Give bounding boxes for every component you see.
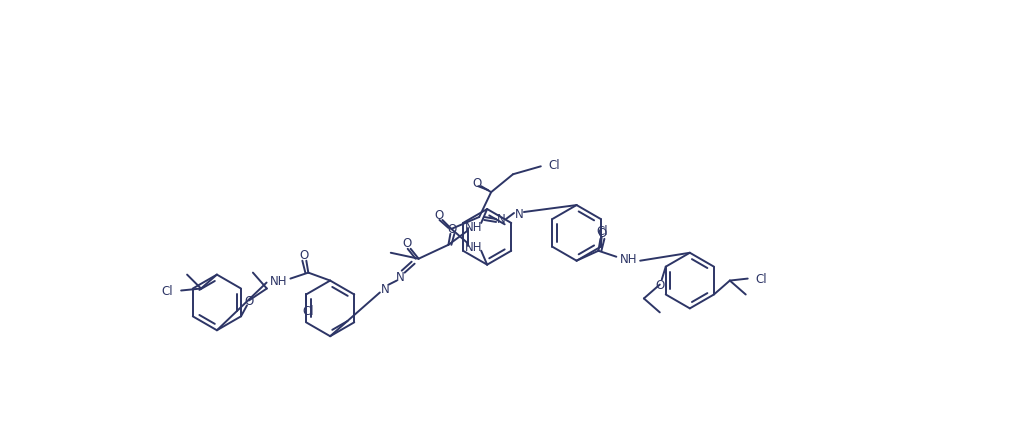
Text: O: O bbox=[435, 209, 444, 222]
Text: NH: NH bbox=[620, 253, 637, 266]
Text: Cl: Cl bbox=[302, 304, 313, 317]
Text: O: O bbox=[402, 237, 411, 250]
Text: O: O bbox=[655, 278, 665, 292]
Text: N: N bbox=[396, 270, 405, 283]
Text: N: N bbox=[381, 283, 389, 295]
Text: Cl: Cl bbox=[756, 273, 768, 286]
Text: Cl: Cl bbox=[161, 284, 174, 297]
Text: O: O bbox=[597, 227, 607, 240]
Text: NH: NH bbox=[270, 274, 287, 287]
Text: Cl: Cl bbox=[548, 159, 561, 172]
Text: N: N bbox=[515, 207, 524, 220]
Text: NH: NH bbox=[465, 221, 482, 234]
Text: Cl: Cl bbox=[597, 225, 609, 238]
Text: O: O bbox=[473, 176, 482, 189]
Text: O: O bbox=[300, 249, 309, 261]
Text: O: O bbox=[244, 294, 253, 307]
Text: O: O bbox=[448, 223, 457, 236]
Text: N: N bbox=[496, 213, 505, 226]
Text: NH: NH bbox=[465, 241, 482, 254]
